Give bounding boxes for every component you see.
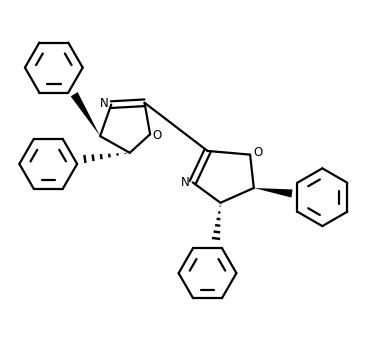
Text: O: O bbox=[253, 146, 262, 159]
Text: O: O bbox=[152, 128, 161, 141]
Text: N: N bbox=[100, 97, 109, 110]
Polygon shape bbox=[71, 92, 100, 136]
Polygon shape bbox=[254, 188, 293, 197]
Text: N: N bbox=[181, 176, 190, 189]
